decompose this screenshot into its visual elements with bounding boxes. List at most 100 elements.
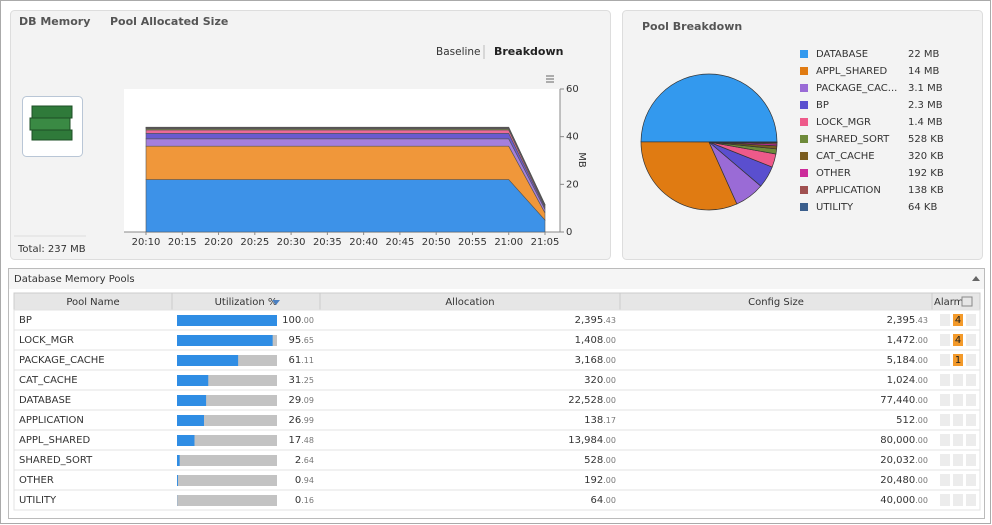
cell-allocation: 13,984.00 <box>568 435 616 446</box>
alarm-count: 4 <box>955 335 961 346</box>
cell-utilization: 0.16 <box>295 495 314 506</box>
alarm-badge <box>953 334 963 346</box>
legend-swatch <box>800 50 808 58</box>
cell-allocation: 192.00 <box>584 475 616 486</box>
alarm-cell <box>966 394 976 406</box>
legend-label: UTILITY <box>816 202 854 213</box>
alarm-count: 4 <box>955 315 961 326</box>
cell-config-size: 1,472.00 <box>887 335 928 346</box>
column-header[interactable]: Pool Name <box>66 297 119 308</box>
utilization-bar <box>177 395 207 406</box>
column-header[interactable]: Alarm <box>934 297 963 308</box>
cell-utilization: 17.48 <box>289 435 314 446</box>
x-tick-label: 20:40 <box>349 237 378 248</box>
y-tick-label: 0 <box>566 227 572 238</box>
alarm-cell <box>966 434 976 446</box>
cell-config-size: 77,440.00 <box>880 395 928 406</box>
tab[interactable]: DB Memory <box>19 15 90 28</box>
alarm-badge <box>953 314 963 326</box>
utilization-track <box>177 455 277 466</box>
legend-swatch <box>800 186 808 194</box>
cell-config-size: 20,032.00 <box>880 455 928 466</box>
column-header[interactable]: Allocation <box>445 297 494 308</box>
alarm-cell <box>966 334 976 346</box>
utilization-track <box>177 415 277 426</box>
legend-label: CAT_CACHE <box>816 151 875 162</box>
utilization-track <box>177 475 277 486</box>
table-row[interactable] <box>13 409 981 431</box>
alarm-cell <box>953 474 963 486</box>
legend-value: 192 KB <box>908 168 944 179</box>
table-row[interactable] <box>13 309 981 331</box>
table-row[interactable] <box>13 429 981 451</box>
legend-label: PACKAGE_CAC... <box>816 83 897 94</box>
legend-value: 3.1 MB <box>908 83 943 94</box>
alarm-cell <box>940 474 950 486</box>
legend-label: OTHER <box>816 168 851 179</box>
view-toggle[interactable]: Baseline <box>436 46 481 58</box>
cell-allocation: 1,408.00 <box>575 335 616 346</box>
utilization-track <box>177 435 277 446</box>
chart-menu-icon[interactable] <box>546 75 554 83</box>
legend-value: 2.3 MB <box>908 100 943 111</box>
alarm-cell <box>940 354 950 366</box>
alarm-badge <box>953 354 963 366</box>
x-tick-label: 20:45 <box>385 237 414 248</box>
table-row[interactable] <box>13 449 981 471</box>
legend-swatch <box>800 152 808 160</box>
cell-allocation: 2,395.43 <box>575 315 616 326</box>
cell-name: APPL_SHARED <box>19 435 90 446</box>
cell-utilization: 29.09 <box>289 395 314 406</box>
alarm-cell <box>940 314 950 326</box>
cell-name: APPLICATION <box>19 415 84 426</box>
table-row[interactable] <box>13 489 981 511</box>
legend-label: LOCK_MGR <box>816 117 871 128</box>
legend-value: 64 KB <box>908 202 937 213</box>
utilization-track <box>177 395 277 406</box>
tab[interactable]: Pool Allocated Size <box>110 15 228 28</box>
x-tick-label: 20:30 <box>277 237 306 248</box>
cell-name: DATABASE <box>19 395 71 406</box>
alarm-cell <box>940 394 950 406</box>
alarm-cell <box>966 314 976 326</box>
table-row[interactable] <box>13 329 981 351</box>
legend-value: 1.4 MB <box>908 117 943 128</box>
collapse-button[interactable] <box>972 276 980 281</box>
utilization-track <box>177 375 277 386</box>
cell-utilization: 31.25 <box>289 375 314 386</box>
column-header[interactable]: Utilization % <box>215 297 278 308</box>
cell-name: UTILITY <box>19 495 57 506</box>
cell-config-size: 2,395.43 <box>887 315 928 326</box>
table-row[interactable] <box>13 469 981 491</box>
view-toggle[interactable]: Breakdown <box>494 45 563 58</box>
pie-slice <box>640 73 778 143</box>
column-menu-icon <box>961 296 973 307</box>
total-label: Total: 237 MB <box>17 244 86 255</box>
cell-allocation: 64.00 <box>591 495 616 506</box>
alarm-cell <box>940 454 950 466</box>
pie-slice <box>708 141 778 143</box>
area <box>145 126 546 205</box>
x-tick-label: 20:20 <box>204 237 233 248</box>
y-tick-label: 20 <box>566 179 579 190</box>
cell-allocation: 528.00 <box>584 455 616 466</box>
cell-utilization: 61.11 <box>289 355 314 366</box>
x-tick-label: 20:55 <box>458 237 487 248</box>
legend-swatch <box>800 67 808 75</box>
cell-utilization: 100.00 <box>282 315 314 326</box>
sort-arrow <box>272 300 280 305</box>
alarm-cell <box>940 434 950 446</box>
legend-value: 138 KB <box>908 185 944 196</box>
alarm-cell <box>966 354 976 366</box>
table-row[interactable] <box>13 349 981 371</box>
table-row[interactable] <box>13 369 981 391</box>
utilization-track <box>177 495 277 506</box>
utilization-bar <box>177 335 273 346</box>
y-tick-label: 60 <box>566 84 579 95</box>
utilization-bar <box>177 475 178 486</box>
cell-config-size: 5,184.00 <box>887 355 928 366</box>
column-header[interactable]: Config Size <box>748 297 804 308</box>
alarm-count: 1 <box>955 355 961 366</box>
table-row[interactable] <box>13 389 981 411</box>
